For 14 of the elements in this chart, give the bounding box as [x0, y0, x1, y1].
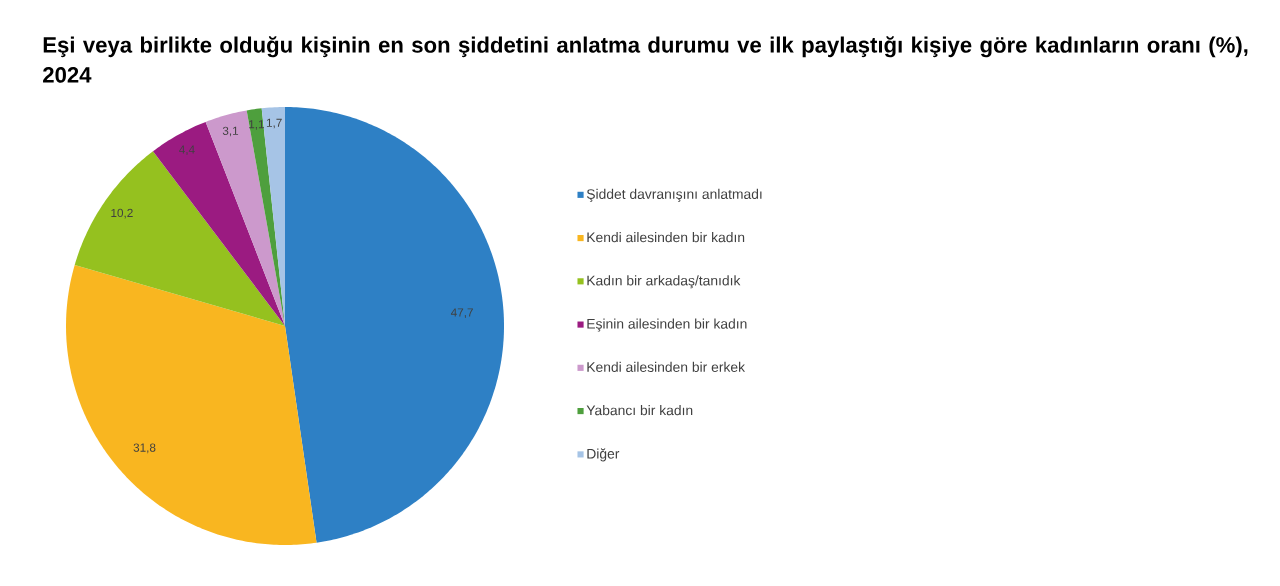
data-label: 1,7 — [266, 118, 282, 129]
legend-label: Kendi ailesinden bir kadın — [587, 232, 745, 243]
data-label: 3,1 — [222, 126, 239, 137]
legend-label: Şiddet davranışını anlatmadı — [586, 188, 762, 202]
data-label: 4,4 — [179, 145, 195, 156]
legend-label: Kendi ailesinden bir erkek — [587, 361, 746, 372]
legend-label: Diğer — [587, 448, 620, 462]
data-label: 47,7 — [450, 308, 473, 318]
data-label: 10,2 — [111, 208, 133, 219]
data-label: 31,8 — [133, 443, 156, 454]
legend-label: Kadın bir arkadaş/tanıdık — [587, 275, 741, 289]
legend-label: Yabancı bir kadın — [586, 405, 693, 416]
chart-title: Eşi veya birlikte olduğu kişinin en son şiddetini anlatma durumu ve ilk paylaştığı kişiye göre kadınların oranı (%), 2024 — [43, 36, 1248, 83]
legend-label: Eşinin ailesinden bir kadın — [587, 318, 747, 332]
